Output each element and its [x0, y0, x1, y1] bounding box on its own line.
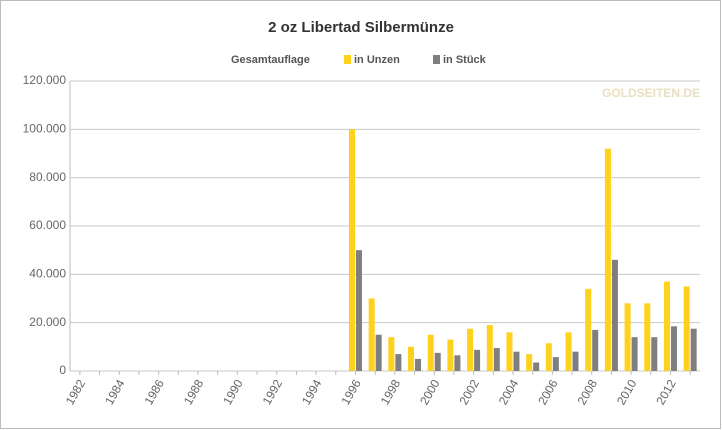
bar — [395, 354, 402, 371]
bar — [388, 337, 395, 371]
bar — [415, 358, 422, 371]
bar — [644, 303, 651, 371]
bar — [585, 288, 592, 371]
bar — [631, 337, 638, 371]
bar — [651, 337, 658, 371]
bar — [348, 129, 355, 371]
bar — [493, 348, 500, 371]
bar — [506, 332, 513, 371]
y-tick-label: 0 — [59, 363, 66, 377]
legend-label: in Stück — [443, 54, 487, 66]
bar — [683, 286, 690, 371]
legend-swatch — [344, 55, 351, 64]
bar — [604, 148, 611, 371]
legend-title: Gesamtauflage — [231, 54, 310, 66]
bar — [552, 357, 559, 371]
bar — [663, 281, 670, 371]
bar — [513, 351, 520, 371]
bar — [565, 332, 572, 371]
bar — [447, 339, 454, 371]
bar — [690, 328, 697, 371]
y-tick-label: 100.000 — [23, 122, 67, 136]
y-tick-label: 80.000 — [29, 170, 66, 184]
bar — [467, 328, 474, 371]
bar — [670, 326, 677, 371]
bar — [592, 329, 599, 371]
y-tick-label: 20.000 — [29, 315, 66, 329]
bar — [454, 355, 461, 371]
bar — [368, 298, 375, 371]
bar — [486, 325, 493, 371]
bar — [355, 250, 362, 371]
bar — [533, 362, 540, 371]
bar — [572, 351, 579, 371]
y-tick-label: 60.000 — [29, 218, 66, 232]
bar — [427, 334, 434, 371]
bar — [474, 349, 481, 371]
bar — [611, 259, 618, 371]
legend-label: in Unzen — [354, 54, 400, 66]
bar — [624, 303, 631, 371]
y-tick-label: 40.000 — [29, 267, 66, 281]
watermark: GOLDSEITEN.DE — [602, 86, 700, 100]
chart-title: 2 oz Libertad Silbermünze — [268, 19, 454, 36]
bar — [545, 343, 552, 371]
legend-swatch — [433, 55, 440, 64]
bar — [434, 352, 441, 371]
bar — [408, 346, 415, 371]
y-tick-label: 120.000 — [23, 73, 67, 87]
bar — [375, 334, 382, 371]
bar — [526, 354, 533, 371]
